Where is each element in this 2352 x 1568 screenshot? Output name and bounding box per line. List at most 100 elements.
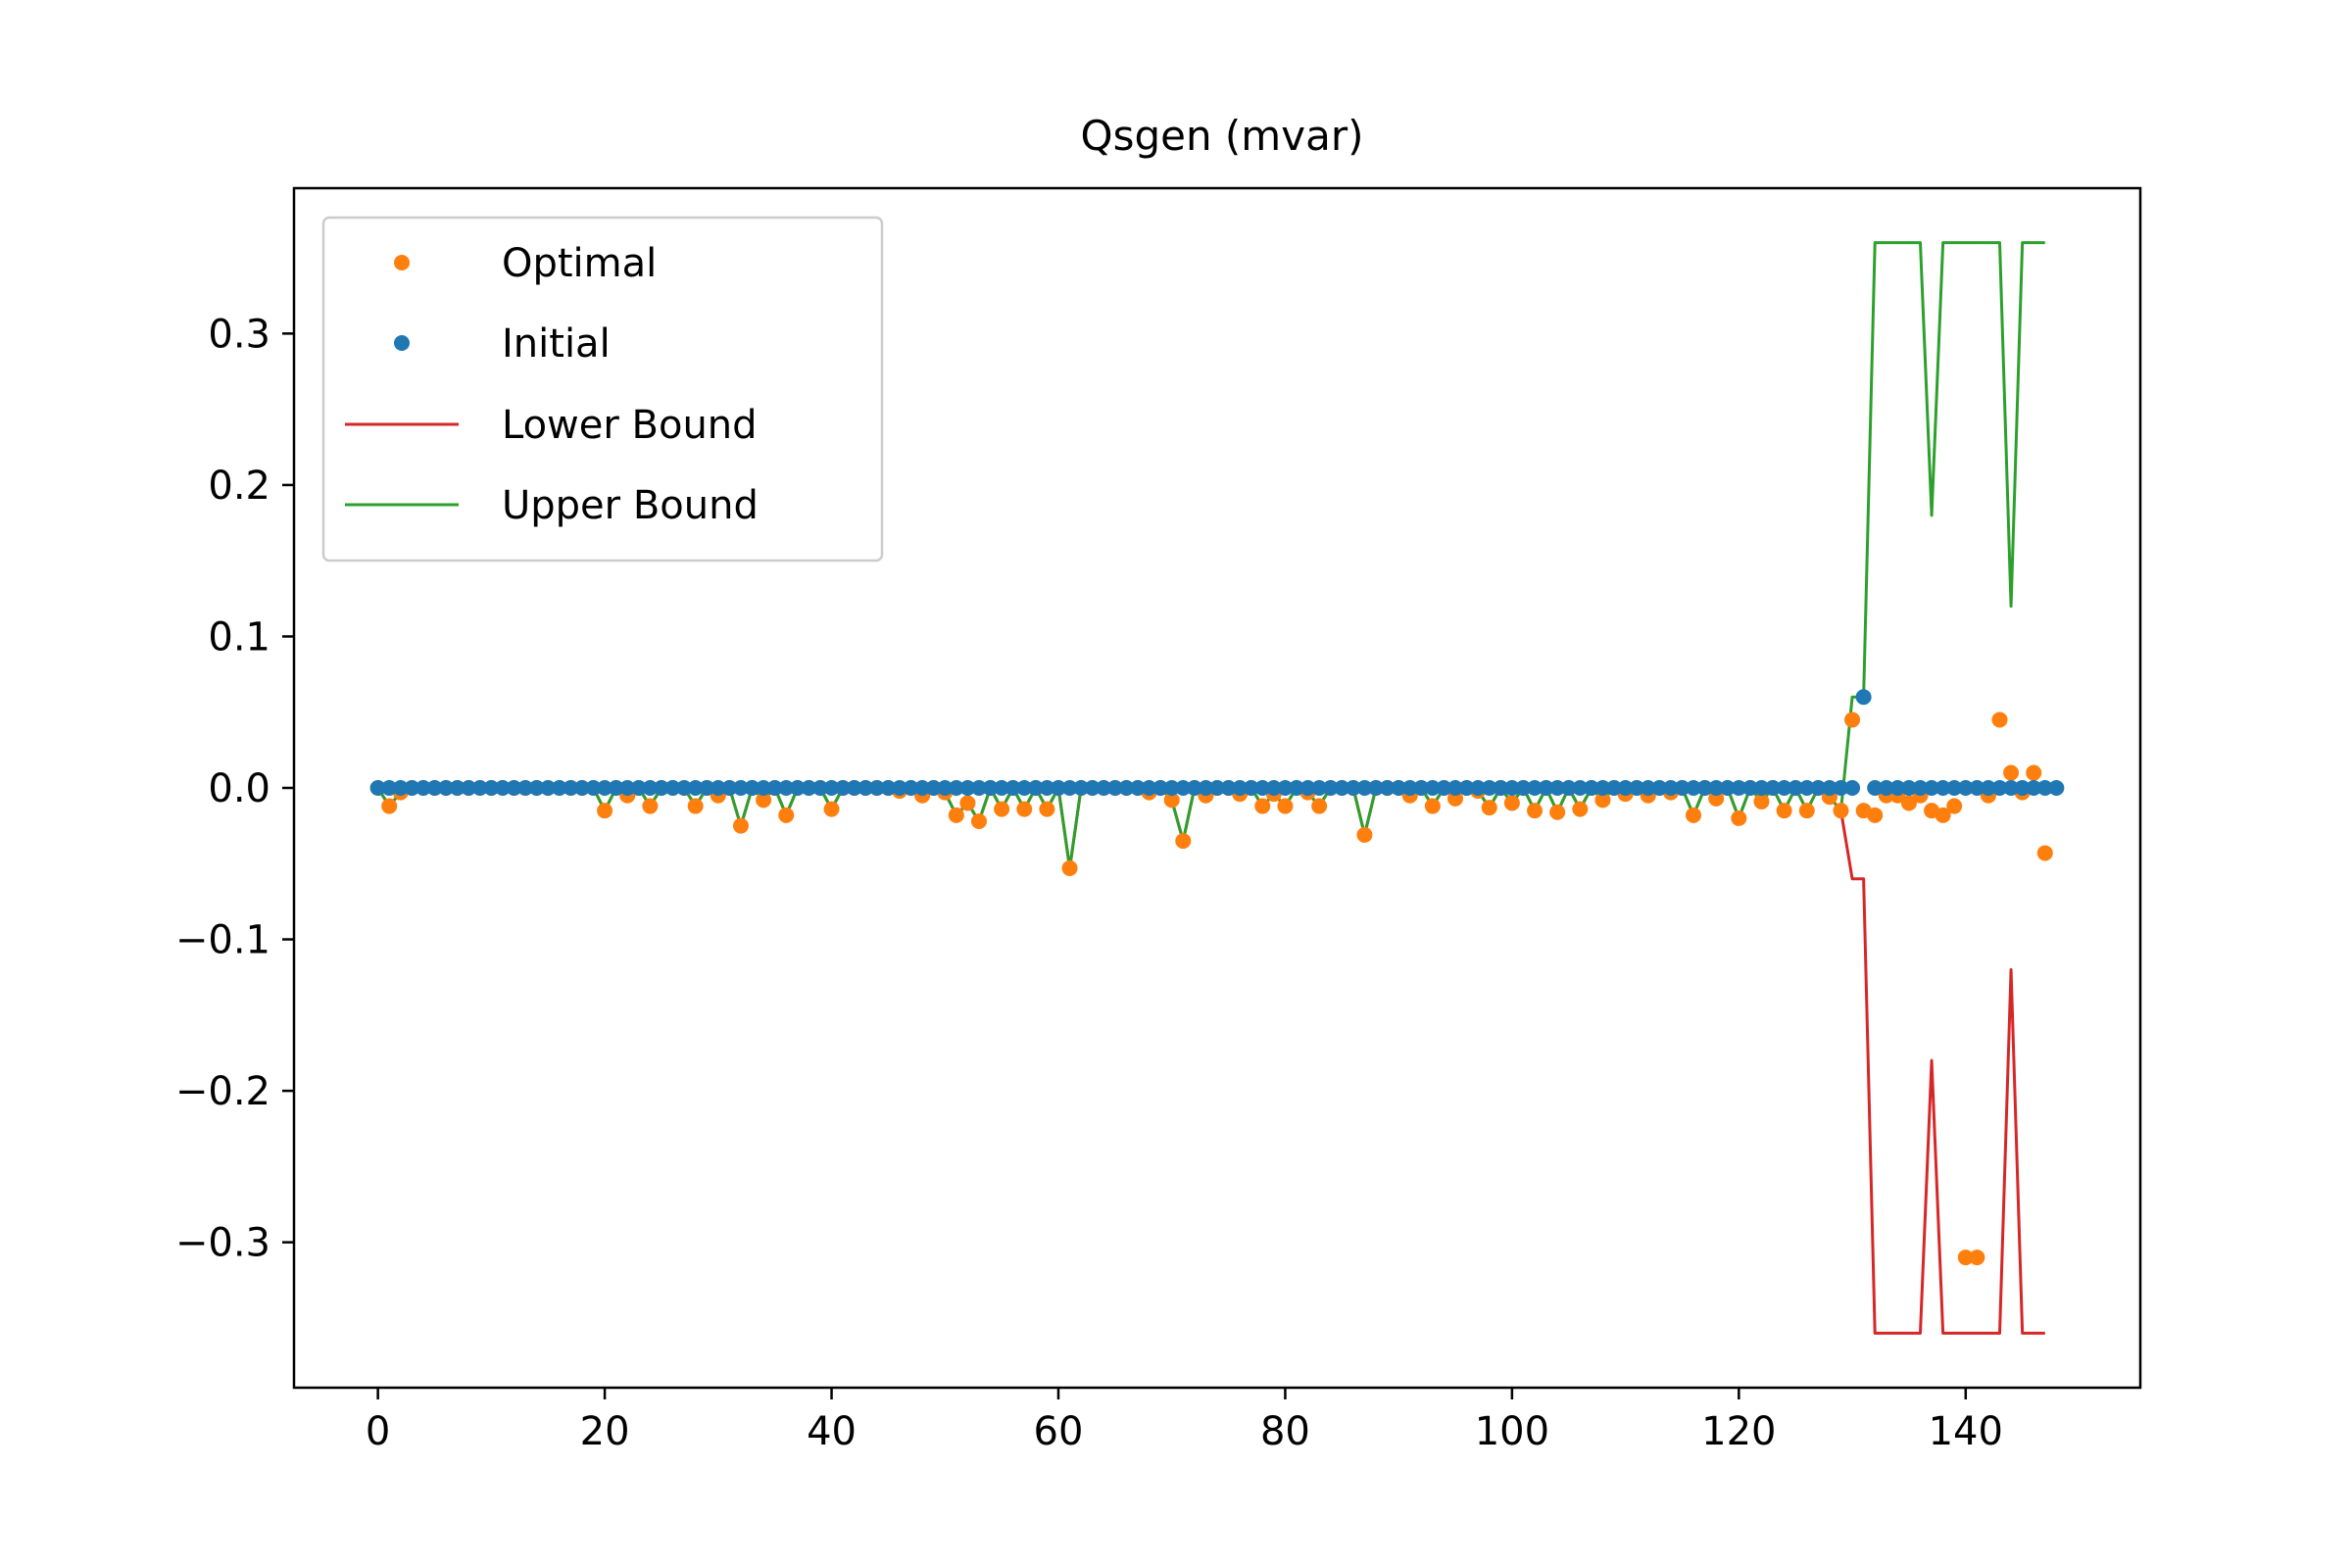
point-initial <box>585 780 602 796</box>
x-tick-label: 0 <box>366 1409 390 1454</box>
x-tick-label: 100 <box>1475 1409 1549 1454</box>
point-initial <box>2003 780 2020 796</box>
y-tick-label: 0.0 <box>208 766 270 811</box>
point-optimal <box>1039 801 1055 817</box>
point-initial <box>925 780 942 796</box>
point-initial <box>642 780 659 796</box>
point-initial <box>1073 780 1090 796</box>
point-initial <box>994 780 1010 796</box>
point-initial <box>1606 780 1623 796</box>
point-initial <box>2036 780 2053 796</box>
point-optimal <box>1594 792 1611 808</box>
point-initial <box>1527 780 1544 796</box>
point-initial <box>1050 780 1066 796</box>
point-initial <box>2048 780 2065 796</box>
point-initial <box>506 780 522 796</box>
point-initial <box>517 780 534 796</box>
point-initial <box>858 780 874 796</box>
point-initial <box>2026 780 2042 796</box>
point-initial <box>914 780 931 796</box>
point-initial <box>1640 780 1656 796</box>
point-initial <box>891 780 907 796</box>
point-initial <box>1946 780 1963 796</box>
point-initial <box>1833 780 1849 796</box>
point-initial <box>551 780 567 796</box>
point-optimal <box>1527 803 1544 819</box>
point-optimal <box>1798 803 1815 819</box>
point-initial <box>1345 780 1361 796</box>
legend-box <box>321 216 884 563</box>
point-initial <box>1957 780 1974 796</box>
point-initial <box>1436 780 1452 796</box>
point-optimal <box>1991 711 2008 728</box>
point-optimal <box>1686 807 1702 823</box>
point-initial <box>1594 780 1611 796</box>
point-initial <box>1912 780 1929 796</box>
x-tick-label: 20 <box>580 1409 630 1454</box>
point-initial <box>1334 780 1350 796</box>
point-optimal <box>948 807 964 823</box>
point-initial <box>1674 780 1690 796</box>
point-optimal <box>1957 1250 1974 1266</box>
point-initial <box>1844 780 1861 796</box>
y-tick-label: 0.1 <box>208 614 270 660</box>
point-initial <box>1991 780 2008 796</box>
point-optimal <box>597 803 613 819</box>
point-optimal <box>1163 792 1180 808</box>
point-initial <box>404 780 420 796</box>
point-optimal <box>1946 798 1963 814</box>
point-initial <box>392 780 409 796</box>
point-initial <box>1401 780 1418 796</box>
point-initial <box>540 780 557 796</box>
point-optimal <box>2036 845 2053 861</box>
legend-label-optimal: Optimal <box>502 241 657 286</box>
point-initial <box>1368 780 1385 796</box>
point-initial <box>483 780 500 796</box>
point-initial <box>1662 780 1679 796</box>
point-initial <box>811 780 828 796</box>
point-initial <box>1027 780 1044 796</box>
point-optimal <box>381 798 398 814</box>
point-initial <box>1447 780 1464 796</box>
point-initial <box>1141 780 1157 796</box>
point-initial <box>1481 780 1497 796</box>
point-optimal <box>1254 798 1271 814</box>
point-optimal <box>1867 807 1884 823</box>
point-initial <box>1084 780 1101 796</box>
point-initial <box>937 780 954 796</box>
point-initial <box>1152 780 1169 796</box>
point-initial <box>1016 780 1033 796</box>
point-initial <box>1788 780 1804 796</box>
point-initial <box>732 780 749 796</box>
point-initial <box>1935 780 1951 796</box>
point-initial <box>1232 780 1249 796</box>
point-optimal <box>1061 859 1078 876</box>
point-initial <box>1549 780 1566 796</box>
point-initial <box>1583 780 1599 796</box>
point-initial <box>1776 780 1792 796</box>
point-initial <box>1470 780 1487 796</box>
point-optimal <box>732 817 749 834</box>
point-initial <box>880 780 897 796</box>
point-initial <box>1867 780 1884 796</box>
point-initial <box>1209 780 1225 796</box>
x-tick-label: 40 <box>807 1409 857 1454</box>
legend-marker-initial <box>394 335 410 351</box>
point-initial <box>1265 780 1282 796</box>
point-initial <box>1741 780 1758 796</box>
point-initial <box>597 780 613 796</box>
point-optimal <box>1277 798 1294 814</box>
point-initial <box>1175 780 1192 796</box>
point-optimal <box>1424 798 1441 814</box>
point-initial <box>1129 780 1146 796</box>
point-initial <box>903 780 919 796</box>
point-initial <box>1560 780 1577 796</box>
point-initial <box>1118 780 1135 796</box>
point-optimal <box>970 813 987 829</box>
point-initial <box>1696 780 1713 796</box>
point-initial <box>1855 689 1872 706</box>
y-tick-label: −0.3 <box>175 1221 270 1266</box>
point-initial <box>438 780 455 796</box>
point-initial <box>1572 780 1589 796</box>
